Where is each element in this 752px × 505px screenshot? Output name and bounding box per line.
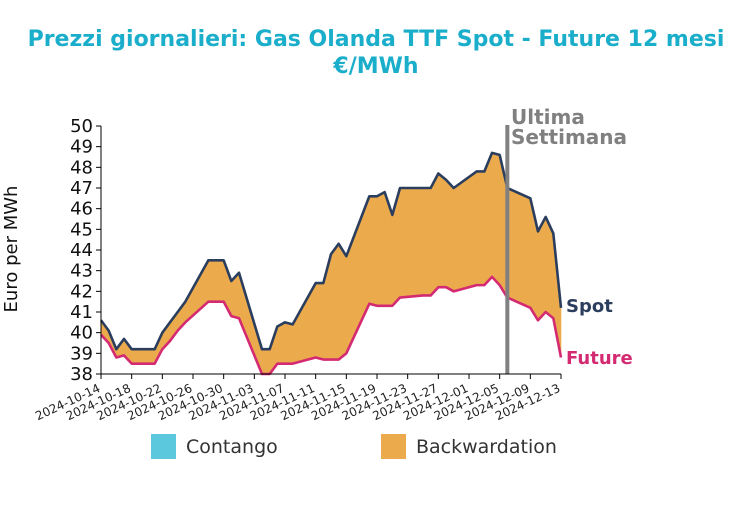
y-tick-label: 39 bbox=[70, 343, 93, 364]
y-tick-label: 50 bbox=[70, 116, 93, 137]
future-end-label: Future bbox=[566, 348, 633, 369]
band-segment bbox=[422, 187, 431, 296]
y-tick-label: 42 bbox=[70, 281, 93, 302]
legend-label-backwardation: Backwardation bbox=[416, 436, 557, 458]
series-line-spot bbox=[99, 151, 563, 351]
annotation-ultima: Ultima bbox=[511, 105, 585, 129]
band-segment bbox=[338, 242, 347, 361]
band-segment bbox=[284, 321, 293, 364]
x-axis-ticks: 2024-10-142024-10-182024-10-222024-10-26… bbox=[33, 374, 562, 423]
band-segment bbox=[484, 152, 493, 286]
y-axis-label: Euro per MWh bbox=[1, 186, 22, 313]
band-segment bbox=[476, 171, 485, 286]
y-tick-label: 43 bbox=[70, 261, 93, 282]
y-tick-label: 46 bbox=[70, 199, 93, 220]
y-tick-label: 48 bbox=[70, 157, 93, 178]
band-segment bbox=[445, 178, 454, 292]
y-tick-label: 40 bbox=[70, 323, 93, 344]
band-segment bbox=[369, 195, 378, 307]
y-tick-label: 38 bbox=[70, 364, 93, 385]
band-segment bbox=[292, 281, 316, 365]
band-segment bbox=[399, 187, 424, 298]
series-line-future bbox=[100, 275, 563, 376]
area-fills bbox=[100, 152, 562, 375]
y-tick-label: 44 bbox=[70, 240, 93, 261]
y-tick-label: 49 bbox=[70, 137, 93, 158]
legend-swatch-backwardation bbox=[381, 434, 406, 459]
y-tick-label: 45 bbox=[70, 219, 93, 240]
band-segment bbox=[507, 187, 531, 309]
band-segment bbox=[215, 260, 224, 302]
y-tick-label: 47 bbox=[70, 178, 93, 199]
band-segment bbox=[261, 348, 270, 375]
spot-end-label: Spot bbox=[566, 296, 613, 317]
legend: Contango Backwardation bbox=[151, 434, 557, 459]
band-segment bbox=[453, 170, 477, 292]
band-segment bbox=[315, 282, 324, 360]
legend-label-contango: Contango bbox=[186, 436, 278, 458]
band-segment bbox=[430, 173, 439, 297]
series-lines bbox=[99, 151, 563, 376]
band-segment bbox=[277, 321, 286, 364]
annotation-settimana: Settimana bbox=[511, 125, 627, 149]
band-segment bbox=[131, 348, 155, 364]
y-tick-label: 41 bbox=[70, 302, 93, 323]
band-segment bbox=[537, 216, 546, 322]
band-segment bbox=[208, 260, 217, 302]
band-segment bbox=[438, 172, 447, 288]
band-segment bbox=[491, 152, 500, 286]
band-segment bbox=[376, 191, 385, 307]
band-segment bbox=[330, 242, 339, 360]
chart-title: Prezzi giornalieri: Gas Olanda TTF Spot … bbox=[28, 27, 725, 52]
chart-subtitle: €/MWh bbox=[332, 54, 418, 79]
legend-swatch-contango bbox=[151, 434, 176, 459]
